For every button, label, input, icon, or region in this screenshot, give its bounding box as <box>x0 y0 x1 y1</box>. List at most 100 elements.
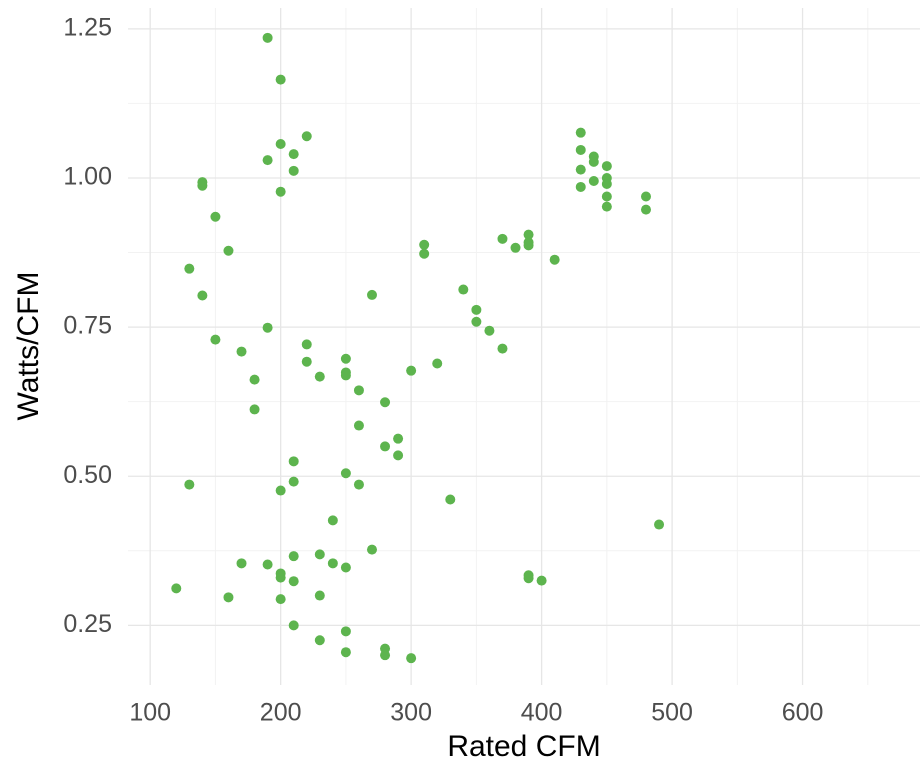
point <box>262 32 273 43</box>
point <box>366 544 377 555</box>
point <box>275 594 286 605</box>
point <box>184 263 195 274</box>
x-tick-label: 600 <box>782 699 824 727</box>
point <box>406 653 417 664</box>
y-axis-title: Watts/CFM <box>12 272 45 421</box>
point <box>288 456 299 467</box>
point <box>210 334 221 345</box>
point <box>419 239 430 250</box>
point <box>575 181 586 192</box>
point <box>353 420 364 431</box>
y-tick-label: 1.25 <box>63 13 112 41</box>
point <box>275 572 286 583</box>
point <box>262 559 273 570</box>
point <box>380 397 391 408</box>
point <box>184 479 195 490</box>
point <box>275 74 286 85</box>
point <box>601 161 612 172</box>
point <box>484 325 495 336</box>
y-tick-label: 0.50 <box>63 461 112 489</box>
x-axis-title: Rated CFM <box>447 730 600 763</box>
point <box>575 144 586 155</box>
point <box>432 358 443 369</box>
point <box>262 322 273 333</box>
point <box>523 240 534 251</box>
point <box>393 450 404 461</box>
point <box>197 290 208 301</box>
point <box>236 558 247 569</box>
point <box>536 575 547 586</box>
point <box>262 155 273 166</box>
point <box>314 371 325 382</box>
point <box>314 549 325 560</box>
point <box>471 304 482 315</box>
point <box>340 626 351 637</box>
point <box>288 576 299 587</box>
x-tick-label: 200 <box>260 699 302 727</box>
point <box>223 245 234 256</box>
point <box>340 353 351 364</box>
point <box>353 385 364 396</box>
x-tick-label: 100 <box>129 699 171 727</box>
point <box>588 156 599 167</box>
point <box>549 254 560 265</box>
point <box>288 165 299 176</box>
point <box>523 573 534 584</box>
point <box>601 191 612 202</box>
point <box>419 248 430 259</box>
point <box>236 346 247 357</box>
point <box>275 138 286 149</box>
point <box>588 175 599 186</box>
point <box>654 519 665 530</box>
y-tick-label: 1.00 <box>63 163 112 191</box>
point <box>288 149 299 160</box>
point <box>223 592 234 603</box>
point <box>275 485 286 496</box>
point <box>640 191 651 202</box>
point <box>314 635 325 646</box>
point <box>327 515 338 526</box>
point <box>575 164 586 175</box>
point <box>445 494 456 505</box>
point <box>288 551 299 562</box>
point <box>301 356 312 367</box>
point <box>458 284 469 295</box>
point <box>340 468 351 479</box>
point <box>340 370 351 381</box>
point <box>601 178 612 189</box>
point <box>393 433 404 444</box>
point <box>406 365 417 376</box>
point <box>601 201 612 212</box>
point <box>471 316 482 327</box>
point <box>249 404 260 415</box>
x-tick-label: 500 <box>651 699 693 727</box>
point <box>249 374 260 385</box>
point <box>510 242 521 253</box>
point <box>197 180 208 191</box>
point <box>314 590 325 601</box>
x-tick-label: 300 <box>390 699 432 727</box>
point <box>575 127 586 138</box>
point <box>366 289 377 300</box>
point <box>210 211 221 222</box>
point <box>288 620 299 631</box>
point <box>640 204 651 215</box>
x-tick-label: 400 <box>521 699 563 727</box>
point <box>275 186 286 197</box>
point <box>497 233 508 244</box>
y-tick-label: 0.75 <box>63 312 112 340</box>
point <box>288 476 299 487</box>
point <box>497 343 508 354</box>
point <box>380 441 391 452</box>
point <box>340 647 351 658</box>
point <box>523 229 534 240</box>
point <box>301 339 312 350</box>
y-tick-label: 0.25 <box>63 610 112 638</box>
point <box>327 558 338 569</box>
point <box>340 562 351 573</box>
point <box>380 650 391 661</box>
point <box>353 479 364 490</box>
point <box>171 583 182 594</box>
point <box>301 131 312 142</box>
